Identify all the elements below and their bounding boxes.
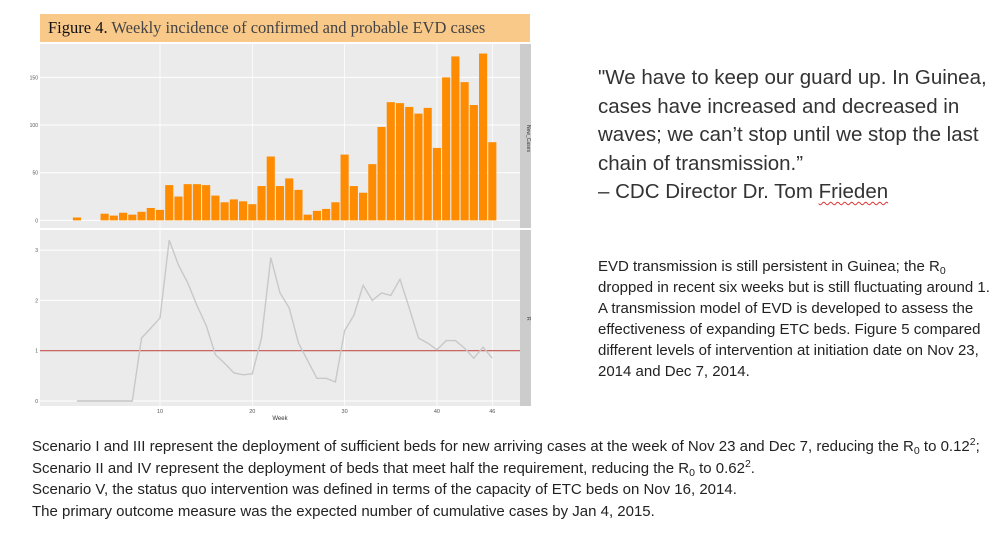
bar-week-36 [395,103,405,221]
line-panel-background [40,230,520,406]
bar-week-17 [220,202,229,221]
line-panel-strip [520,230,531,406]
bar-week-34 [377,126,386,221]
description-paragraph-2: A transmission model of EVD is developed… [598,300,981,380]
bar-week-21 [257,186,266,221]
bar-panel-grid [40,44,520,228]
bar-week-38 [414,113,423,221]
quote-block: "We have to keep our guard up. In Guinea… [598,64,998,207]
bar-week-45 [479,53,488,221]
line-y-tick-label: 0 [35,399,38,405]
bar-week-40 [432,147,441,221]
bar-week-20 [248,204,257,221]
line-y-tick-label: 2 [35,298,38,304]
bar-week-14 [192,184,201,221]
line-y-ticks: 0 1 2 3 [35,248,38,405]
r-series-line [76,239,493,402]
bar-week-12 [174,196,183,221]
bar-week-18 [229,199,238,221]
bar-week-44 [469,105,478,221]
bar-week-24 [285,178,294,221]
bar-week-7 [128,214,137,221]
x-tick-label: 40 [434,409,440,415]
bar-panel-strip-label: New_Cases [525,125,531,152]
bar-y-tick-label: 50 [32,171,38,177]
x-tick-label: 46 [489,409,495,415]
bar-week-43 [460,82,469,221]
scenario-text: Scenario I and III represent the deploym… [32,436,1004,522]
bar-week-39 [423,107,432,221]
bar-week-5 [109,215,118,221]
bar-week-4 [100,213,109,221]
quote-attribution: – CDC Director Dr. Tom Frieden [598,180,889,203]
line-panel-strip-label: R [525,317,531,321]
bar-y-tick-label: 0 [35,218,38,224]
figure-title-text: Weekly incidence of confirmed and probab… [111,18,486,37]
bar-week-15 [202,185,211,221]
bar-week-29 [331,202,340,221]
line-y-tick-label: 3 [35,248,38,254]
bar-week-32 [359,192,368,221]
bar-y-ticks: 0 50 100 150 [30,75,39,224]
figure-label: Figure 4. [48,18,108,37]
x-tick-label: 30 [342,409,348,415]
quote-text: "We have to keep our guard up. In Guinea… [598,66,987,175]
bar-week-30 [340,154,349,221]
bar-week-23 [275,186,285,221]
bar-week-22 [266,156,275,221]
bar-panel-strip [520,44,531,228]
bar-week-28 [322,208,331,221]
scenario-line-3: The primary outcome measure was the expe… [32,502,655,520]
bar-week-8 [137,211,146,221]
bar-week-35 [386,102,395,221]
bar-week-37 [405,106,414,221]
bar-week-16 [211,195,220,221]
bar-y-tick-label: 150 [30,75,39,81]
bar-week-26 [303,214,312,221]
bar-week-27 [312,210,321,221]
bar-y-tick-label: 100 [30,123,39,129]
bar-week-11 [165,185,174,221]
evd-chart: 0 50 100 150 New_Cases 0 1 2 3 10 20 30 40 46 R We… [30,44,531,422]
bar-week-10 [155,209,165,221]
line-x-ticks: 10 20 30 40 46 [157,409,495,415]
bar-week-19 [239,201,248,221]
figure-title: Figure 4. Weekly incidence of confirmed … [40,14,530,42]
bar-week-46 [488,142,497,221]
line-y-tick-label: 1 [35,349,38,355]
scenario-line-2: Scenario V, the status quo intervention … [32,481,737,498]
bar-week-31 [349,186,358,221]
bar-series [72,53,497,221]
bar-week-13 [183,184,192,221]
bar-week-42 [451,56,460,221]
bar-week-25 [294,189,303,221]
description-block: EVD transmission is still persistent in … [598,256,1000,382]
x-axis-label: Week [272,416,288,422]
x-tick-label: 10 [157,409,163,415]
bar-week-9 [146,207,155,221]
x-tick-label: 20 [249,409,255,415]
scenario-line-1: Scenario I and III represent the deploym… [32,436,980,479]
description-paragraph-1: EVD transmission is still persistent in … [598,258,990,296]
bar-week-6 [119,212,128,221]
bar-week-33 [368,164,377,221]
bar-week-1 [72,217,81,221]
bar-week-41 [442,77,451,221]
